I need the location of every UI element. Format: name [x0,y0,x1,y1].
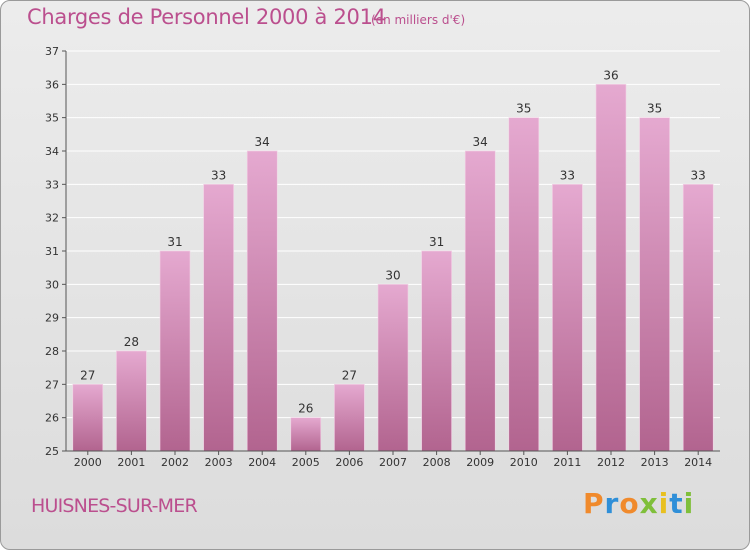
commune-name: HUISNES-SUR-MER [31,495,198,517]
bar-2012 [595,84,627,452]
value-label-2010: 35 [516,102,531,116]
logo-letter: x [639,487,659,520]
y-tick-label: 36 [45,78,59,91]
x-tick-label-2006: 2006 [335,456,363,469]
bar-2005 [290,417,322,452]
bar-2001 [116,350,147,452]
logo-letter: o [619,487,640,520]
x-tick-label-2011: 2011 [553,456,581,469]
y-tick-label: 34 [45,145,59,158]
value-label-2000: 27 [80,368,95,382]
x-tick-label-2000: 2000 [74,456,102,469]
x-tick-label-2005: 2005 [292,456,320,469]
value-label-2005: 26 [298,402,313,416]
value-label-2009: 34 [473,135,488,149]
bar-2014 [682,184,714,452]
value-label-2011: 33 [560,168,575,182]
y-tick-label: 35 [45,112,59,125]
y-tick-label: 27 [45,378,59,391]
y-tick-label: 29 [45,312,59,325]
x-tick-label-2010: 2010 [510,456,538,469]
chart-title: Charges de Personnel 2000 à 2014 [27,5,386,29]
bar-2007 [377,284,409,452]
x-tick-label-2014: 2014 [684,456,712,469]
bar-2000 [72,384,104,452]
value-label-2014: 33 [691,168,706,182]
y-tick-label: 25 [45,445,59,458]
x-tick-label-2008: 2008 [423,456,451,469]
x-tick-label-2003: 2003 [205,456,233,469]
y-tick-label: 30 [45,278,59,291]
y-tick-label: 37 [45,45,59,58]
bar-2006 [334,384,365,452]
value-label-2008: 31 [429,235,444,249]
value-label-2012: 36 [603,68,618,82]
logo-letter: t [669,487,684,520]
logo-letter: r [604,487,620,520]
x-tick-label-2004: 2004 [248,456,276,469]
y-tick-label: 26 [45,412,59,425]
logo-letter: i [658,487,670,520]
value-label-2013: 35 [647,102,662,116]
value-labels: 27 28 31 33 34 26 27 30 31 34 35 33 36 35 33 [80,68,706,415]
x-tick-label-2009: 2009 [466,456,494,469]
y-tick-label: 28 [45,345,59,358]
logo-letter: i [683,487,695,520]
chart-subtitle: (en milliers d'€) [371,13,466,27]
x-tick-label-2013: 2013 [641,456,669,469]
x-tick-label-2012: 2012 [597,456,625,469]
value-label-2001: 28 [124,335,139,349]
bar-2003 [203,184,234,452]
bar-2013 [639,117,670,452]
x-tick-label-2001: 2001 [117,456,145,469]
bars [72,84,714,452]
value-label-2004: 34 [255,135,270,149]
value-label-2007: 30 [385,268,400,282]
bar-2010 [508,117,540,452]
y-tick-label: 31 [45,245,59,258]
x-tick-label-2002: 2002 [161,456,189,469]
axes: 25 26 27 28 29 30 31 32 33 34 35 36 37 2000 2001 2002 20… [45,45,720,469]
value-label-2002: 31 [167,235,182,249]
bar-2011 [552,184,583,452]
value-label-2006: 27 [342,368,357,382]
bar-2009 [464,150,496,452]
bar-2004 [246,150,278,452]
bar-2008 [421,250,452,452]
value-label-2003: 33 [211,168,226,182]
y-tick-label: 33 [45,178,59,191]
proxiti-logo: Proxiti [583,487,694,520]
logo-letter: P [583,487,605,520]
y-tick-label: 32 [45,212,59,225]
bar-2002 [159,250,191,452]
x-tick-label-2007: 2007 [379,456,407,469]
